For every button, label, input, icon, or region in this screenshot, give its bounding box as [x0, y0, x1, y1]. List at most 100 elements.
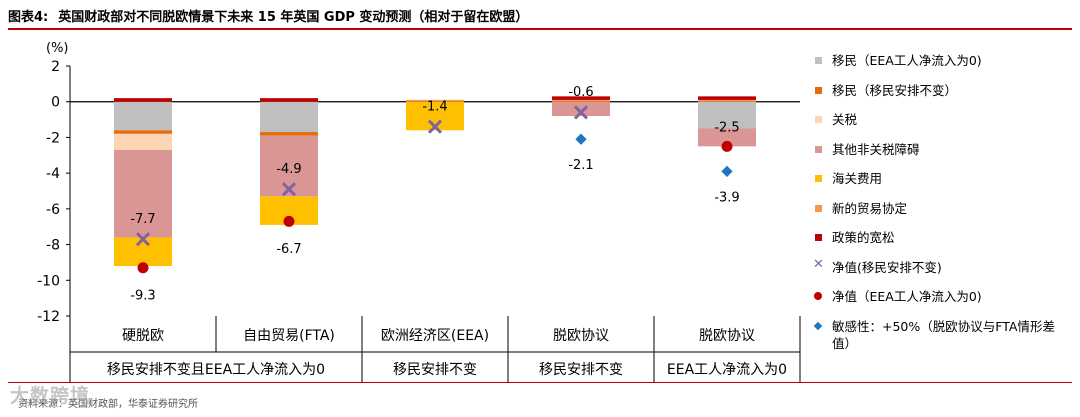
y-axis-label: (%)	[46, 41, 69, 56]
marker-x-stroke	[281, 182, 297, 197]
legend-label: 敏感性：+50%（脱欧协议与FTA情形差值）	[832, 318, 1055, 351]
marker-sensitivity	[575, 133, 587, 145]
y-tick-label: 2	[51, 59, 60, 75]
data-label: -2.1	[568, 158, 593, 173]
marker-layer	[135, 105, 733, 274]
bar-segment-non_tariff	[552, 101, 610, 116]
bar-segment-migration_eea	[114, 101, 172, 131]
y-tick-label: -8	[46, 238, 60, 254]
legend-marker-square-icon	[812, 200, 830, 214]
marker-x-stroke	[427, 119, 443, 134]
legend-label: 关税	[832, 112, 858, 127]
bar-segment-migration_eea	[260, 101, 318, 133]
bar-segment-tariffs	[114, 133, 172, 150]
legend-label: 海关费用	[832, 171, 883, 186]
category-label: 脱欧协议	[553, 328, 609, 344]
legend-label: 移民（移民安排不变）	[832, 82, 958, 98]
figure-title-text: 英国财政部对不同脱欧情景下未来 15 年英国 GDP 变动预测（相对于留在欧盟）	[58, 10, 529, 25]
legend-label: 其他非关税障碍	[832, 141, 920, 157]
category-label: 欧洲经济区(EEA)	[381, 328, 489, 344]
bar-segment-customs	[114, 237, 172, 266]
legend-item: 新的贸易协定	[812, 200, 1072, 230]
bar-segment-non_tariff	[698, 128, 756, 147]
legend-label: 新的贸易协定	[832, 200, 908, 216]
marker-net_same	[427, 119, 443, 134]
chart-legend: 移民（EEA工人净流入为0) 移民（移民安排不变） 关税其他非关税障碍 海关费用新的贸…	[812, 52, 1072, 351]
legend-marker-square-icon	[812, 170, 830, 184]
legend-marker-square-icon	[812, 229, 830, 243]
bar-layer	[114, 96, 756, 266]
data-label: -9.3	[130, 289, 155, 304]
legend-label: 净值（EEA工人净流入为0)	[832, 289, 982, 304]
axis-layer: (%) 2 0 -2 -4 -6 -8 -10 -12 硬脱欧 自由贸易(FTA) 欧洲经济区(EEA…	[37, 41, 801, 382]
y-tick-label: -10	[37, 273, 60, 289]
data-label: -7.7	[130, 212, 155, 227]
marker-net_eea	[137, 262, 149, 274]
label-layer: -7.7 -9.3 -4.9 -6.7 -1.4 -0.6 -2.1 -2.5 -3.9	[130, 85, 739, 304]
y-tick-label: -2	[46, 130, 60, 146]
legend-label: 政策的宽松	[832, 230, 895, 245]
legend-item: ✕ 净值(移民安排不变)	[812, 256, 1072, 289]
marker-net_same	[135, 232, 151, 247]
data-label: -6.7	[276, 242, 301, 257]
legend-label: 移民（EEA工人净流入为0)	[832, 53, 982, 68]
group-label: 移民安排不变且EEA工人净流入为0	[107, 362, 325, 378]
legend-item: 敏感性：+50%（脱欧协议与FTA情形差值）	[812, 318, 1072, 351]
bar-segment-migration_same	[260, 132, 318, 136]
data-label: -3.9	[714, 190, 739, 205]
source-note: 资料来源：英国财政部，华泰证券研究所	[18, 399, 198, 410]
marker-x-stroke	[135, 232, 151, 247]
category-label: 脱欧协议	[699, 328, 755, 344]
bar-segment-policy	[698, 96, 756, 100]
figure-title: 图表4: 英国财政部对不同脱欧情景下未来 15 年英国 GDP 变动预测（相对于留…	[8, 6, 528, 25]
data-label: -4.9	[276, 162, 301, 177]
group-label: 移民安排不变	[539, 362, 623, 378]
data-label: -2.5	[714, 121, 739, 136]
group-label: 移民安排不变	[393, 362, 477, 378]
legend-item: 关税	[812, 111, 1072, 141]
legend-marker-x-icon: ✕	[813, 256, 824, 272]
legend-item: 移民（移民安排不变）	[812, 82, 1072, 112]
marker-net_eea	[283, 215, 295, 227]
legend-item: 政策的宽松	[812, 229, 1072, 259]
marker-x-stroke	[573, 105, 589, 120]
bar-segment-policy	[260, 98, 318, 102]
legend-item: 海关费用	[812, 170, 1072, 200]
group-label: EEA工人净流入为0	[667, 362, 787, 378]
bar-segment-migration_eea	[698, 101, 756, 129]
legend-item: 移民（EEA工人净流入为0)	[812, 52, 1072, 82]
legend-marker-circle-icon	[812, 288, 830, 302]
top-rule	[8, 28, 1072, 30]
legend-marker-square-icon	[812, 111, 830, 125]
category-label: 硬脱欧	[122, 328, 164, 344]
bar-segment-policy	[114, 98, 172, 102]
y-tick-label: 0	[51, 95, 60, 111]
bar-segment-new_trade	[698, 99, 756, 102]
bar-segment-new_trade	[552, 99, 610, 102]
figure-number: 图表4:	[8, 10, 49, 25]
marker-net_same	[281, 182, 297, 197]
legend-marker-square-icon	[812, 52, 830, 66]
data-label: -1.4	[422, 99, 447, 114]
bar-segment-policy	[552, 96, 610, 100]
y-tick-label: -4	[46, 166, 60, 182]
legend-marker-square-icon	[812, 82, 830, 96]
watermark-logo: 大数跨境	[10, 385, 91, 407]
legend-item: 净值（EEA工人净流入为0)	[812, 288, 1072, 318]
chart-area: (%) 2 0 -2 -4 -6 -8 -10 -12 硬脱欧 自由贸易(FTA) 欧洲经济区(EEA…	[37, 41, 801, 382]
bar-segment-non_tariff	[114, 149, 172, 238]
category-label: 自由贸易(FTA)	[243, 328, 335, 344]
marker-net_eea	[721, 140, 733, 152]
legend-marker-square-icon	[812, 141, 830, 155]
legend-marker-diamond-icon	[812, 318, 830, 332]
marker-net_same	[573, 105, 589, 120]
bottom-rule	[8, 382, 1072, 383]
y-tick-label: -6	[46, 202, 60, 218]
bar-segment-new_trade	[406, 99, 464, 102]
bar-segment-non_tariff	[260, 135, 318, 197]
marker-sensitivity	[721, 165, 733, 178]
legend-label: 净值(移民安排不变)	[832, 259, 942, 275]
bar-segment-migration_same	[114, 130, 172, 134]
data-label: -0.6	[568, 85, 593, 100]
legend-item: 其他非关税障碍	[812, 141, 1072, 171]
